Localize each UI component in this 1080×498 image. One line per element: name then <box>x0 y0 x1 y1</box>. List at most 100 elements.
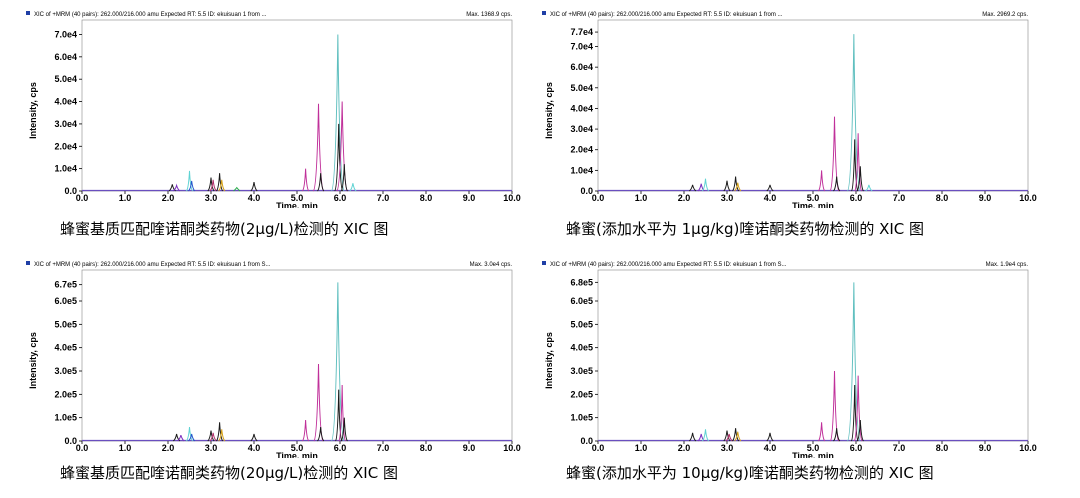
x-tick-label: 7.0 <box>893 193 906 203</box>
x-tick-label: 2.0 <box>678 443 691 453</box>
chromatogram-peak <box>340 164 348 192</box>
y-tick-label: 5.0e4 <box>570 83 593 93</box>
x-tick-label: 8.0 <box>936 193 949 203</box>
y-tick-label: 5.0e5 <box>54 319 77 329</box>
x-tick-label: 10.0 <box>503 193 521 203</box>
x-axis-label: Time, min <box>276 201 318 208</box>
x-tick-label: 10.0 <box>503 443 521 453</box>
y-tick-label: 6.0e5 <box>570 296 593 306</box>
chart-header: XIC of +MRM (40 pairs): 262.000/216.000 … <box>550 262 787 268</box>
x-tick-label: 9.0 <box>979 443 992 453</box>
chromatogram-peak <box>856 166 864 192</box>
chromatogram-peak <box>734 431 742 442</box>
chromatogram-peak <box>349 183 357 192</box>
chromatogram-peak <box>313 363 324 442</box>
chromatogram-peak <box>689 432 697 442</box>
y-tick-label: 2.0e5 <box>54 389 77 399</box>
y-tick-label: 6.7e5 <box>54 280 77 290</box>
chromatogram-peak <box>207 177 215 192</box>
x-tick-label: 5.0 <box>291 193 304 203</box>
chromatogram-peak <box>689 184 697 192</box>
chromatogram-peak <box>723 180 731 192</box>
chromatogram-peak <box>851 139 859 192</box>
chromatogram-peak <box>216 173 224 192</box>
chromatogram-peak <box>853 375 863 442</box>
y-tick-label: 3.0e5 <box>570 366 593 376</box>
chromatogram-peak <box>209 179 217 192</box>
y-tick-label: 6.8e5 <box>570 277 593 287</box>
chromatogram-peak <box>331 34 345 192</box>
x-tick-label: 9.0 <box>463 443 476 453</box>
x-tick-label: 2.0 <box>678 193 691 203</box>
x-tick-label: 8.0 <box>420 443 433 453</box>
plot-frame <box>81 269 513 442</box>
chromatogram-peak <box>177 435 185 442</box>
chart-panel-3: XIC of +MRM (40 pairs): 262.000/216.000 … <box>22 258 542 498</box>
chromatogram-peak <box>173 183 181 192</box>
x-tick-label: 6.0 <box>334 443 347 453</box>
chromatogram-peak <box>301 168 310 192</box>
chromatogram-peak <box>766 184 774 192</box>
chromatogram-peak <box>335 389 343 442</box>
chromatogram-peak <box>301 419 310 442</box>
chromatogram-peak <box>850 384 859 442</box>
chromatogram-peak <box>331 282 345 442</box>
chart-max-label: Max. 1.9e4 cps. <box>986 262 1029 268</box>
y-tick-label: 0.0 <box>64 436 77 446</box>
y-tick-label: 4.0e5 <box>570 343 593 353</box>
chart-max-label: Max. 3.0e4 cps. <box>470 262 513 268</box>
y-axis-label: Intensity, cps <box>28 332 38 389</box>
chromatogram-peak <box>218 429 226 442</box>
chromatogram-peak <box>250 433 258 442</box>
x-tick-label: 5.0 <box>291 443 304 453</box>
y-tick-label: 5.0e5 <box>570 319 593 329</box>
chart-header: XIC of +MRM (40 pairs): 262.000/216.000 … <box>34 12 267 18</box>
y-tick-label: 5.0e4 <box>54 74 77 84</box>
chromatogram-peak <box>188 433 196 442</box>
chromatogram-peak <box>218 179 226 192</box>
x-tick-label: 2.0 <box>162 443 175 453</box>
y-tick-label: 3.0e4 <box>54 119 77 129</box>
y-tick-label: 7.7e4 <box>570 27 593 37</box>
y-axis-label: Intensity, cps <box>544 332 554 389</box>
y-tick-label: 7.0e4 <box>570 42 593 52</box>
x-tick-label: 6.0 <box>850 193 863 203</box>
chromatogram-peak <box>854 133 863 192</box>
x-tick-label: 2.0 <box>162 193 175 203</box>
chromatogram-peak <box>317 173 325 192</box>
legend-marker-icon <box>542 261 546 265</box>
chromatogram-peak <box>732 176 740 192</box>
chromatogram-peak <box>847 34 861 192</box>
x-tick-label: 6.0 <box>334 193 347 203</box>
x-tick-label: 10.0 <box>1019 193 1037 203</box>
x-tick-label: 8.0 <box>420 193 433 203</box>
x-tick-label: 1.0 <box>119 193 132 203</box>
chromatogram-peak <box>338 384 346 442</box>
y-tick-label: 2.0e5 <box>570 389 593 399</box>
chart-3-svg: XIC of +MRM (40 pairs): 262.000/216.000 … <box>26 261 521 458</box>
x-tick-label: 3.0 <box>721 193 734 203</box>
chart-header: XIC of +MRM (40 pairs): 262.000/216.000 … <box>34 262 271 268</box>
chart-panel-1: XIC of +MRM (40 pairs): 262.000/216.000 … <box>22 8 542 248</box>
chromatogram-peak <box>732 428 740 442</box>
chromatogram-peak <box>833 428 841 442</box>
y-tick-label: 4.0e4 <box>570 103 593 113</box>
plot-frame <box>81 19 513 192</box>
x-tick-label: 3.0 <box>721 443 734 453</box>
y-tick-label: 1.0e5 <box>570 413 593 423</box>
legend-marker-icon <box>542 11 546 15</box>
y-tick-label: 1.0e5 <box>54 413 77 423</box>
chromatogram-peak <box>209 432 217 442</box>
x-tick-label: 4.0 <box>764 193 777 203</box>
chromatogram-peak <box>856 419 864 442</box>
legend-marker-icon <box>26 11 30 15</box>
x-tick-label: 3.0 <box>205 193 218 203</box>
chart-max-label: Max. 1368.9 cps. <box>466 12 512 18</box>
chromatogram-peak <box>847 282 861 442</box>
chart-header: XIC of +MRM (40 pairs): 262.000/216.000 … <box>550 12 783 18</box>
chart-4-svg: XIC of +MRM (40 pairs): 262.000/216.000 … <box>542 261 1037 458</box>
x-axis-label: Time, min <box>276 451 318 458</box>
y-tick-label: 2.0e4 <box>570 145 593 155</box>
x-tick-label: 9.0 <box>979 193 992 203</box>
y-tick-label: 2.0e4 <box>54 141 77 151</box>
